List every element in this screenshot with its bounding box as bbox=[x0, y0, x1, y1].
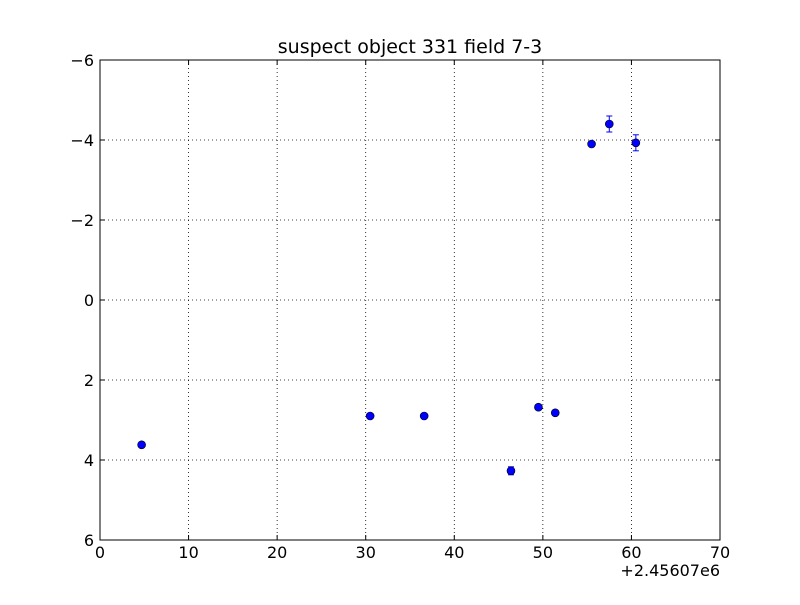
x-tick-label: 50 bbox=[533, 543, 553, 562]
y-tick-label: −4 bbox=[70, 131, 94, 150]
data-point bbox=[137, 440, 146, 450]
y-tick-label: 4 bbox=[84, 451, 94, 470]
data-point bbox=[587, 139, 596, 149]
data-point bbox=[365, 411, 375, 421]
y-tick-label: 6 bbox=[84, 531, 94, 550]
x-tick-label: 0 bbox=[95, 543, 105, 562]
x-tick-label: 40 bbox=[444, 543, 464, 562]
data-point bbox=[631, 134, 641, 152]
data-point bbox=[506, 466, 516, 476]
x-tick-label: 70 bbox=[710, 543, 730, 562]
data-point bbox=[534, 402, 543, 412]
data-point bbox=[604, 115, 614, 133]
y-tick-label: −2 bbox=[70, 211, 94, 230]
point-marker bbox=[137, 440, 146, 450]
point-marker bbox=[365, 411, 375, 421]
point-marker bbox=[604, 119, 614, 129]
data-point bbox=[419, 411, 429, 421]
point-marker bbox=[550, 408, 560, 418]
point-marker bbox=[534, 402, 543, 412]
point-marker bbox=[587, 139, 596, 149]
data-point bbox=[550, 408, 560, 418]
grid bbox=[100, 60, 720, 540]
x-tick-label: 20 bbox=[267, 543, 287, 562]
data-points bbox=[137, 115, 641, 476]
point-marker bbox=[506, 466, 516, 476]
point-marker bbox=[419, 411, 429, 421]
y-tick-label: 0 bbox=[84, 291, 94, 310]
chart-title: suspect object 331 field 7-3 bbox=[278, 36, 543, 58]
axis-ticks: 0 10 20 30 40 50 60 70 −6 −4 −2 0 2 4 6 bbox=[70, 51, 730, 562]
y-tick-label: −6 bbox=[70, 51, 94, 70]
x-tick-label: 10 bbox=[178, 543, 198, 562]
x-axis-offset-label: +2.45607e6 bbox=[620, 561, 720, 580]
y-tick-label: 2 bbox=[84, 371, 94, 390]
x-tick-label: 60 bbox=[621, 543, 641, 562]
x-tick-label: 30 bbox=[356, 543, 376, 562]
point-marker bbox=[631, 138, 641, 148]
